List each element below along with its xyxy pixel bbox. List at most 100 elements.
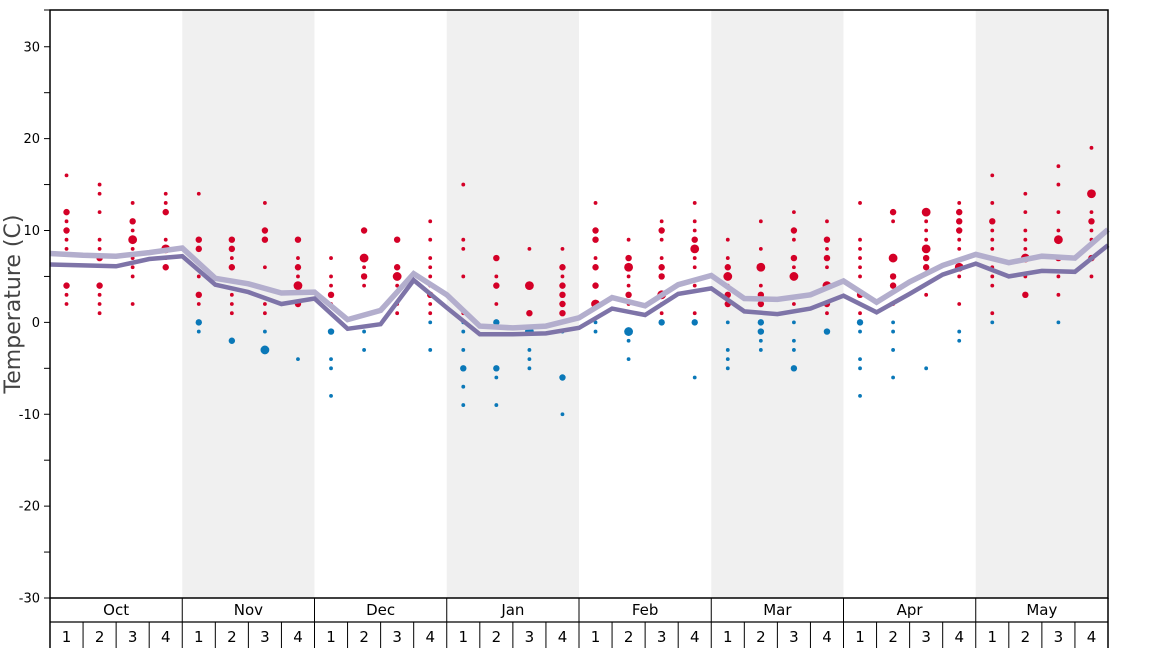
observation-dot — [1089, 210, 1094, 215]
week-label: 2 — [492, 628, 502, 646]
observation-dot — [195, 291, 202, 299]
observation-dot — [990, 283, 995, 288]
observation-dot — [162, 264, 169, 271]
observation-dot — [559, 282, 566, 289]
observation-dot — [891, 219, 895, 224]
y-tick-label: -10 — [19, 408, 40, 423]
observation-dot — [725, 366, 730, 371]
observation-dot — [296, 274, 300, 279]
observation-dot — [228, 264, 236, 271]
observation-dot — [625, 254, 632, 262]
week-label: 2 — [888, 628, 898, 646]
week-label: 3 — [657, 628, 667, 646]
observation-dot — [757, 300, 765, 308]
observation-dot — [858, 366, 862, 371]
observation-dot — [825, 265, 829, 270]
observation-dot — [990, 237, 995, 242]
month-band-jan — [446, 10, 579, 598]
observation-dot — [792, 265, 796, 270]
observation-dot — [130, 302, 135, 306]
observation-dot — [493, 365, 500, 372]
week-label: 3 — [921, 628, 931, 646]
week-label: 4 — [1087, 628, 1097, 646]
observation-dot — [294, 236, 302, 243]
observation-dot — [1056, 164, 1061, 169]
observation-dot — [924, 366, 929, 371]
observation-dot — [891, 329, 895, 334]
observation-dot — [758, 348, 763, 352]
observation-dot — [263, 311, 267, 316]
observation-dot — [956, 218, 963, 225]
observation-dot — [823, 236, 831, 243]
observation-dot — [957, 246, 962, 251]
observation-dot — [559, 374, 566, 381]
x-axis: Oct 1 2 3 4 Nov 1 2 3 4 Dec 1 2 3 4 Jan 1 2 3 4 Feb 1 2 3 4 Mar 1 2… — [49, 598, 1109, 648]
observation-dot — [593, 201, 598, 205]
observation-dot — [692, 219, 697, 224]
month-label-oct: Oct — [103, 601, 129, 619]
observation-dot — [691, 319, 698, 326]
observation-dot — [790, 254, 798, 262]
observation-dot — [1023, 210, 1028, 215]
observation-dot — [97, 210, 102, 215]
month-label-mar: Mar — [763, 601, 792, 619]
observation-dot — [96, 282, 103, 289]
observation-dot — [924, 292, 929, 297]
week-label: 2 — [359, 628, 369, 646]
observation-dot — [592, 264, 599, 271]
observation-dot — [659, 311, 664, 316]
observation-dot — [825, 311, 829, 316]
y-tick-label: -30 — [19, 592, 40, 607]
week-label: 1 — [855, 628, 865, 646]
y-tick-label: 0 — [32, 316, 40, 331]
observation-dot — [792, 320, 796, 325]
series-line-light — [49, 227, 1110, 331]
week-label: 2 — [1021, 628, 1031, 646]
observation-dot — [725, 320, 730, 325]
observation-dot — [1089, 145, 1094, 150]
observation-dot — [888, 253, 898, 263]
observation-dot — [329, 274, 333, 279]
observation-dot — [130, 265, 135, 270]
observation-dot — [990, 173, 995, 178]
observation-dot — [724, 264, 731, 271]
observation-dot — [725, 256, 730, 260]
observation-dot — [195, 319, 202, 326]
observation-dot — [758, 283, 763, 288]
observation-dot — [527, 366, 532, 371]
observation-dot — [692, 256, 697, 260]
month-band-may — [975, 10, 1108, 598]
observation-dot — [428, 219, 433, 224]
observation-dot — [428, 302, 433, 306]
observation-dot — [130, 246, 135, 251]
observation-dot — [858, 393, 862, 398]
month-label-apr: Apr — [897, 601, 924, 619]
observation-dot — [790, 365, 798, 372]
observation-dot — [757, 328, 765, 335]
observation-dot — [626, 357, 631, 362]
observation-dot — [658, 319, 665, 326]
observation-dot — [97, 246, 102, 251]
observation-dot — [560, 274, 565, 279]
plot-frame — [49, 9, 1109, 599]
observation-dot — [228, 337, 236, 344]
observation-dot — [362, 265, 366, 270]
week-label: 2 — [756, 628, 766, 646]
observation-dot — [792, 338, 796, 343]
observation-dot — [659, 256, 664, 260]
observation-dot — [228, 245, 236, 253]
week-label: 4 — [425, 628, 435, 646]
observation-dot — [692, 201, 697, 205]
observation-dot — [593, 320, 598, 325]
observation-dot — [97, 302, 102, 306]
observation-dot — [593, 329, 598, 334]
observation-dot — [956, 208, 963, 216]
observation-dot — [527, 348, 532, 352]
series-line-dark — [49, 243, 1110, 337]
observation-dot — [329, 393, 333, 398]
observation-dot — [858, 256, 862, 260]
observation-dot — [162, 208, 169, 216]
observation-dot — [263, 302, 267, 306]
observation-dot — [924, 237, 929, 242]
observation-dot — [229, 256, 234, 260]
